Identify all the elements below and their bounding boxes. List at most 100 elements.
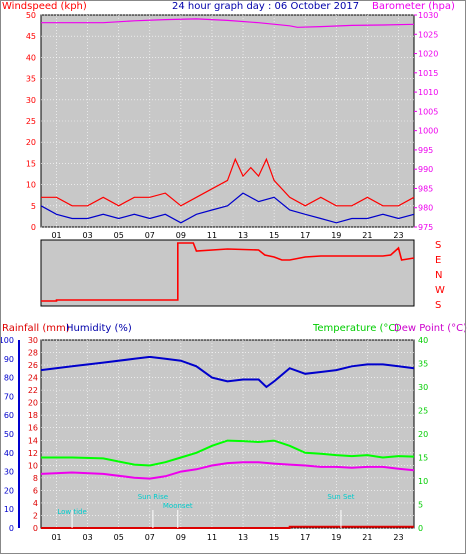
direction-label: E xyxy=(435,255,441,266)
direction-line xyxy=(41,242,415,302)
humidity-tick-label: 60 xyxy=(4,411,14,420)
temp-tick-label: 15 xyxy=(418,454,428,463)
baro-tick-label: 980 xyxy=(418,204,433,213)
temp-tick-label: 10 xyxy=(418,477,428,486)
rain-tick-label: 26 xyxy=(28,361,38,370)
event-label: Moonset xyxy=(163,502,193,510)
rainfall-line xyxy=(41,525,414,529)
wind-baro-series xyxy=(40,18,415,224)
hour-tick-label: 17 xyxy=(300,533,310,542)
humidity-tick-label: 50 xyxy=(4,430,14,439)
temp-hum-rain-series xyxy=(40,355,415,529)
humidity-line xyxy=(40,355,415,389)
hour-tick-label: 01 xyxy=(51,533,61,542)
hour-tick-label: 23 xyxy=(393,533,403,542)
hour-tick-label: 11 xyxy=(207,231,217,240)
wind-tick-label: 20 xyxy=(26,138,36,147)
baro-tick-label: 985 xyxy=(418,184,433,193)
hour-tick-label: 09 xyxy=(176,533,186,542)
temp-tick-label: 35 xyxy=(418,360,428,369)
baro-tick-label: 1010 xyxy=(418,88,438,97)
hour-tick-label: 07 xyxy=(145,533,155,542)
chart-title: 24 hour graph day : 06 October 2017 xyxy=(172,1,359,12)
direction-label: N xyxy=(435,270,442,281)
hour-tick-label: 17 xyxy=(300,231,310,240)
dewpoint-axis-title: Dew Point (°C) xyxy=(394,323,467,334)
wind-tick-label: 45 xyxy=(26,32,36,41)
direction-label: S xyxy=(435,240,441,251)
humidity-tick-label: 10 xyxy=(4,505,14,514)
baro-tick-label: 1000 xyxy=(418,127,438,136)
wind-tick-label: 10 xyxy=(26,181,36,190)
baro-tick-label: 975 xyxy=(418,223,433,232)
wind-baro-grid xyxy=(41,14,414,228)
temp-tick-label: 30 xyxy=(418,383,428,392)
rain-tick-label: 14 xyxy=(28,436,38,445)
wind-baro-axes: 0510152025303540455097598098599099510001… xyxy=(26,11,439,240)
humidity-axis-title: Humidity (%) xyxy=(66,323,132,334)
hour-tick-label: 11 xyxy=(207,533,217,542)
baro-tick-label: 1005 xyxy=(418,107,438,116)
direction-label: W xyxy=(435,285,445,296)
wind-direction-series xyxy=(41,242,415,302)
gust-line xyxy=(41,157,415,207)
rain-tick-label: 10 xyxy=(28,461,38,470)
temperature-line xyxy=(41,439,415,467)
temperature-axis-title: Temperature (°C) xyxy=(312,323,399,334)
hour-tick-label: 07 xyxy=(145,231,155,240)
humidity-tick-label: 30 xyxy=(4,468,14,477)
temp-tick-label: 5 xyxy=(418,501,423,510)
humidity-tick-label: 20 xyxy=(4,486,14,495)
rain-tick-label: 12 xyxy=(28,449,38,458)
baro-tick-label: 990 xyxy=(418,165,433,174)
humidity-tick-label: 100 xyxy=(0,336,14,345)
hour-tick-label: 19 xyxy=(331,533,341,542)
hour-tick-label: 05 xyxy=(114,533,124,542)
rain-tick-label: 24 xyxy=(28,374,38,383)
windspeed-axis-title: Windspeed (kph) xyxy=(2,1,87,12)
wind-tick-label: 5 xyxy=(31,202,36,211)
event-label: Sun Rise xyxy=(138,493,168,501)
rain-tick-label: 8 xyxy=(33,474,38,483)
baro-tick-label: 1020 xyxy=(418,50,438,59)
baro-tick-label: 1030 xyxy=(418,11,438,20)
wind-direction-plot-area xyxy=(40,239,415,307)
hour-tick-label: 15 xyxy=(269,533,279,542)
rain-tick-label: 4 xyxy=(33,499,38,508)
temp-tick-label: 0 xyxy=(418,524,423,533)
rain-tick-label: 16 xyxy=(28,424,38,433)
barometer-axis-title: Barometer (hpa) xyxy=(372,1,455,12)
hour-tick-label: 09 xyxy=(176,231,186,240)
hour-tick-label: 03 xyxy=(83,231,93,240)
temp-hum-rain-plot-area xyxy=(40,339,415,529)
event-label: Low tide xyxy=(57,508,86,516)
humidity-tick-label: 80 xyxy=(4,374,14,383)
wind-tick-label: 30 xyxy=(26,96,36,105)
rain-tick-label: 30 xyxy=(28,336,38,345)
barometer-line xyxy=(41,18,415,28)
wind-tick-label: 25 xyxy=(26,117,36,126)
baro-tick-label: 995 xyxy=(418,146,433,155)
event-label: Sun Set xyxy=(327,493,354,501)
wind-line xyxy=(40,192,415,224)
humidity-tick-label: 90 xyxy=(4,355,14,364)
hour-tick-label: 01 xyxy=(51,231,61,240)
hour-tick-label: 19 xyxy=(331,231,341,240)
rain-tick-label: 0 xyxy=(33,524,38,533)
temp-hum-rain-axes: 0246810121416182022242628300102030405060… xyxy=(0,336,428,542)
rainfall-axis-title: Rainfall (mm) xyxy=(2,323,70,334)
wind-tick-label: 50 xyxy=(26,11,36,20)
hour-tick-label: 13 xyxy=(238,533,248,542)
hour-tick-label: 23 xyxy=(393,231,403,240)
rain-tick-label: 6 xyxy=(33,486,38,495)
temp-tick-label: 40 xyxy=(418,336,428,345)
hour-tick-label: 15 xyxy=(269,231,279,240)
rain-tick-label: 20 xyxy=(28,399,38,408)
direction-label: S xyxy=(435,300,441,311)
humidity-tick-label: 70 xyxy=(4,392,14,401)
wind-tick-label: 40 xyxy=(26,53,36,62)
